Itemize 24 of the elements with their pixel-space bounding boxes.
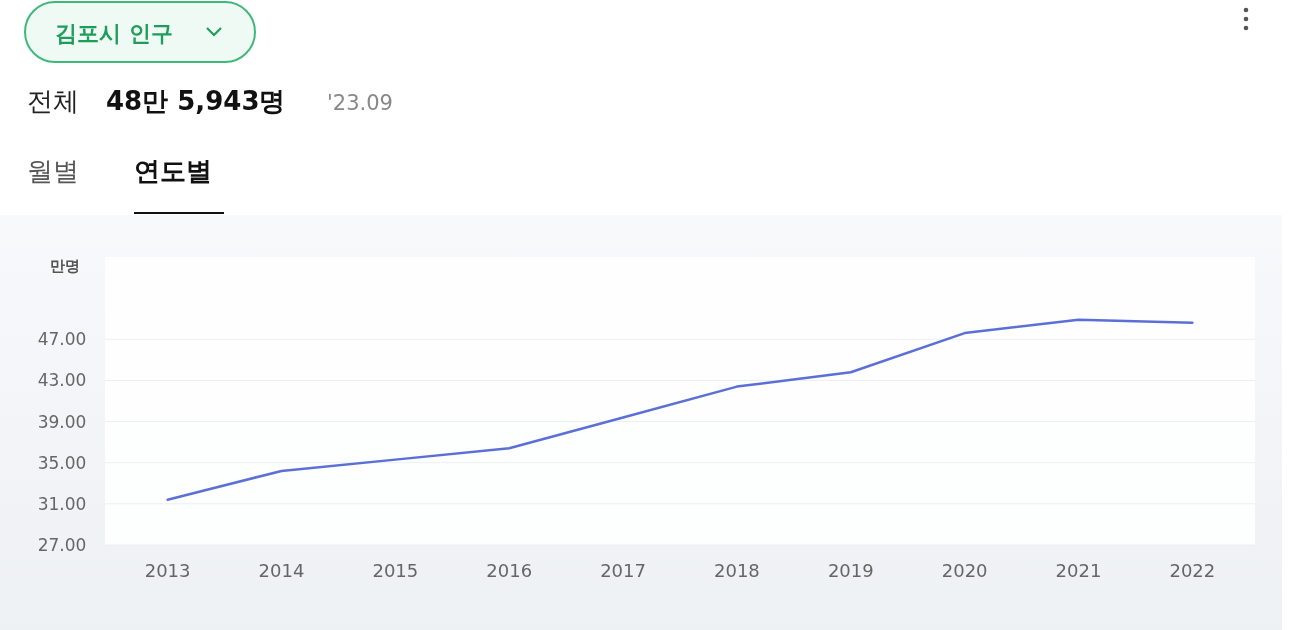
y-tick-label: 31.00: [37, 493, 87, 514]
x-tick-label: 2021: [1055, 560, 1102, 581]
x-tick-label: 2017: [600, 560, 646, 581]
y-tick-label: 27.00: [37, 534, 87, 555]
x-tick-label: 2022: [1169, 560, 1216, 581]
y-tick-label: 35.00: [37, 452, 87, 473]
chart-title: 김포시 인구: [55, 21, 173, 46]
x-tick-label: 2016: [486, 560, 533, 581]
x-tick-label: 2013: [144, 560, 191, 581]
text: 월별: [27, 156, 79, 186]
x-tick-label: 2019: [827, 560, 874, 581]
y-tick-label: 39.00: [37, 411, 87, 432]
y-axis-title: 만명: [50, 257, 80, 275]
x-tick-label: 2014: [258, 560, 305, 581]
text: 연도별: [134, 156, 212, 186]
x-tick-label: 2015: [372, 560, 419, 581]
x-tick-label: 2018: [714, 560, 760, 581]
text: '23.09: [327, 91, 393, 115]
text: 48만 5,943명: [106, 86, 286, 116]
x-tick-label: 2020: [941, 560, 988, 581]
y-tick-label: 43.00: [37, 370, 87, 391]
y-tick-label: 47.00: [37, 329, 87, 350]
line-series: [166, 318, 1194, 501]
chart-subtitle: 전체: [27, 86, 79, 116]
